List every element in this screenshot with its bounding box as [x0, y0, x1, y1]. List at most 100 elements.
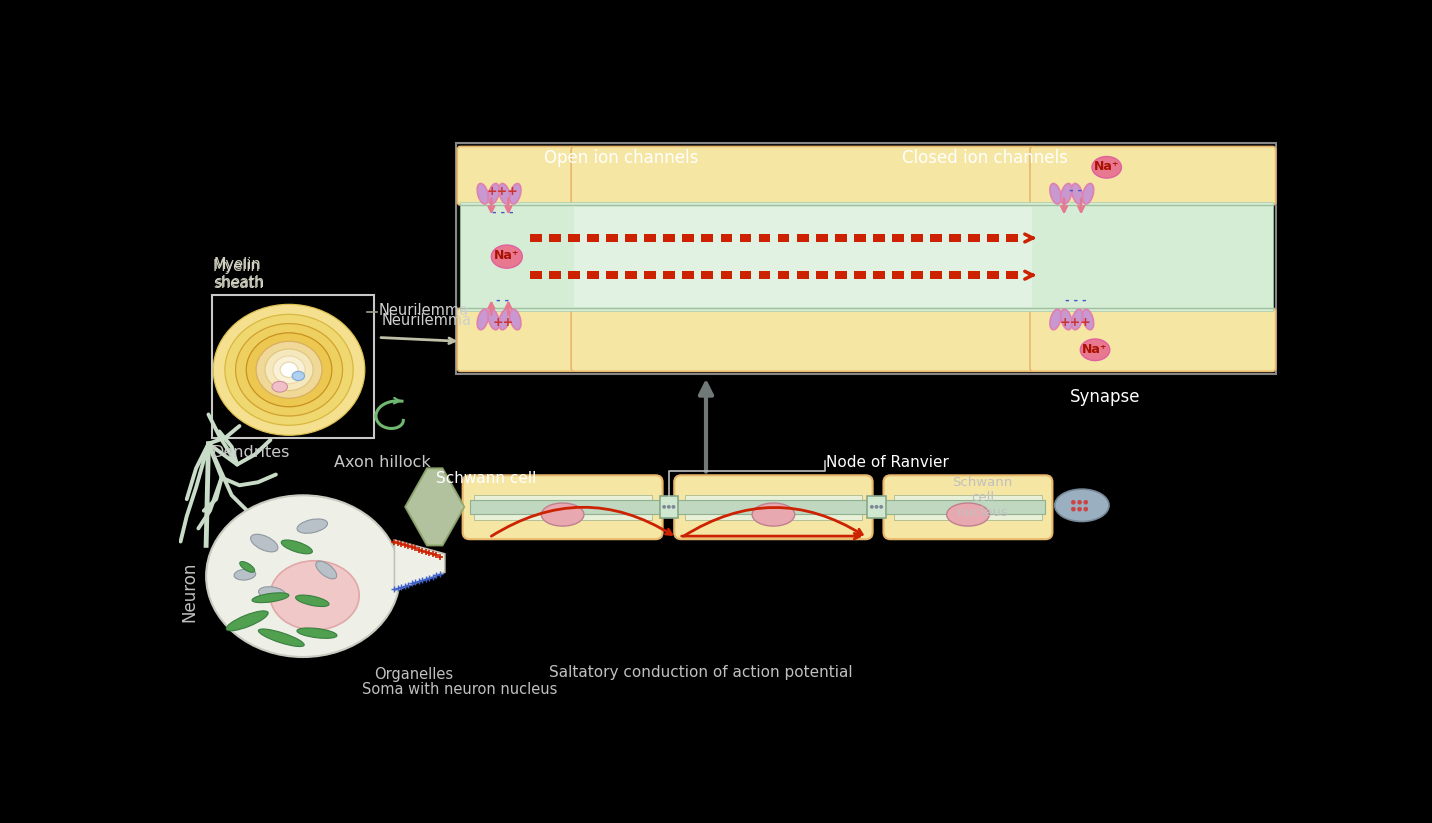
Bar — [470, 500, 1045, 514]
Bar — [911, 272, 922, 279]
Bar — [548, 272, 561, 279]
Bar — [587, 235, 599, 242]
Text: - -: - - — [1070, 186, 1083, 196]
Text: Neurilemma: Neurilemma — [382, 313, 473, 328]
Ellipse shape — [1050, 184, 1061, 204]
Bar — [911, 235, 922, 242]
Bar — [929, 235, 942, 242]
Bar — [587, 272, 599, 279]
Text: - -: - - — [497, 295, 510, 305]
Text: - - -: - - - — [1065, 295, 1087, 305]
Ellipse shape — [1061, 309, 1073, 330]
Bar — [474, 495, 652, 520]
Bar — [1007, 272, 1018, 279]
Bar — [460, 202, 1273, 311]
Ellipse shape — [672, 505, 676, 509]
Ellipse shape — [281, 540, 312, 554]
Bar — [874, 272, 885, 279]
Bar — [853, 235, 866, 242]
Bar — [212, 295, 374, 438]
Bar — [816, 272, 828, 279]
Ellipse shape — [1061, 184, 1073, 204]
Bar — [720, 235, 732, 242]
Bar — [1007, 235, 1018, 242]
FancyBboxPatch shape — [571, 308, 1034, 371]
Ellipse shape — [213, 305, 365, 435]
Ellipse shape — [498, 184, 510, 204]
Ellipse shape — [225, 314, 354, 425]
Text: Na⁺: Na⁺ — [1094, 160, 1120, 173]
Ellipse shape — [875, 505, 878, 509]
Bar — [968, 235, 979, 242]
Bar — [892, 272, 904, 279]
Ellipse shape — [869, 505, 874, 509]
Bar — [683, 235, 695, 242]
Bar — [702, 272, 713, 279]
Text: Na⁺: Na⁺ — [1083, 342, 1108, 356]
Ellipse shape — [296, 628, 337, 639]
Text: Dendrites: Dendrites — [212, 445, 289, 460]
Ellipse shape — [491, 245, 523, 268]
Bar — [569, 235, 580, 242]
Ellipse shape — [258, 629, 304, 647]
Text: Na⁺: Na⁺ — [494, 249, 520, 263]
Ellipse shape — [498, 309, 510, 330]
FancyBboxPatch shape — [674, 476, 872, 539]
Bar — [530, 235, 541, 242]
Ellipse shape — [252, 593, 289, 602]
Ellipse shape — [1077, 500, 1081, 504]
Text: Neurilemma: Neurilemma — [378, 303, 468, 318]
Bar — [530, 272, 541, 279]
Ellipse shape — [1050, 309, 1061, 330]
Polygon shape — [394, 540, 445, 591]
Bar — [626, 272, 637, 279]
Bar — [874, 235, 885, 242]
Bar — [574, 207, 1031, 307]
Bar — [644, 272, 656, 279]
Bar — [892, 235, 904, 242]
Ellipse shape — [541, 503, 584, 526]
Text: Closed ion channels: Closed ion channels — [902, 149, 1068, 167]
Polygon shape — [405, 468, 464, 546]
Text: Myelin
sheath: Myelin sheath — [213, 259, 263, 291]
Ellipse shape — [226, 611, 268, 630]
FancyBboxPatch shape — [1030, 146, 1276, 205]
Text: Open ion channels: Open ion channels — [544, 149, 697, 167]
Text: Synapse: Synapse — [1070, 388, 1141, 406]
Bar — [778, 272, 789, 279]
Ellipse shape — [251, 534, 278, 552]
Ellipse shape — [296, 519, 328, 533]
Ellipse shape — [510, 309, 521, 330]
Ellipse shape — [1071, 184, 1083, 204]
Text: Axon hillock: Axon hillock — [334, 454, 431, 469]
Bar — [626, 235, 637, 242]
Bar — [683, 272, 695, 279]
Ellipse shape — [246, 332, 332, 407]
Ellipse shape — [510, 184, 521, 204]
Bar — [720, 272, 732, 279]
Ellipse shape — [477, 309, 488, 330]
Ellipse shape — [295, 595, 329, 607]
Bar — [569, 272, 580, 279]
Bar — [684, 495, 862, 520]
Bar — [606, 235, 619, 242]
Text: +++: +++ — [487, 184, 518, 198]
Ellipse shape — [1084, 507, 1088, 511]
Bar — [759, 235, 770, 242]
Ellipse shape — [233, 570, 256, 580]
Ellipse shape — [1071, 507, 1075, 511]
Ellipse shape — [1083, 184, 1094, 204]
Ellipse shape — [274, 356, 305, 384]
Bar — [987, 272, 1000, 279]
Bar — [663, 272, 676, 279]
Bar — [663, 235, 676, 242]
Ellipse shape — [1084, 500, 1088, 504]
Bar — [457, 143, 1276, 374]
Bar — [929, 272, 942, 279]
Bar — [835, 272, 846, 279]
Bar — [739, 272, 752, 279]
Bar — [660, 496, 679, 518]
Text: Schwann cell: Schwann cell — [437, 471, 537, 486]
FancyBboxPatch shape — [457, 308, 576, 371]
Ellipse shape — [879, 505, 884, 509]
